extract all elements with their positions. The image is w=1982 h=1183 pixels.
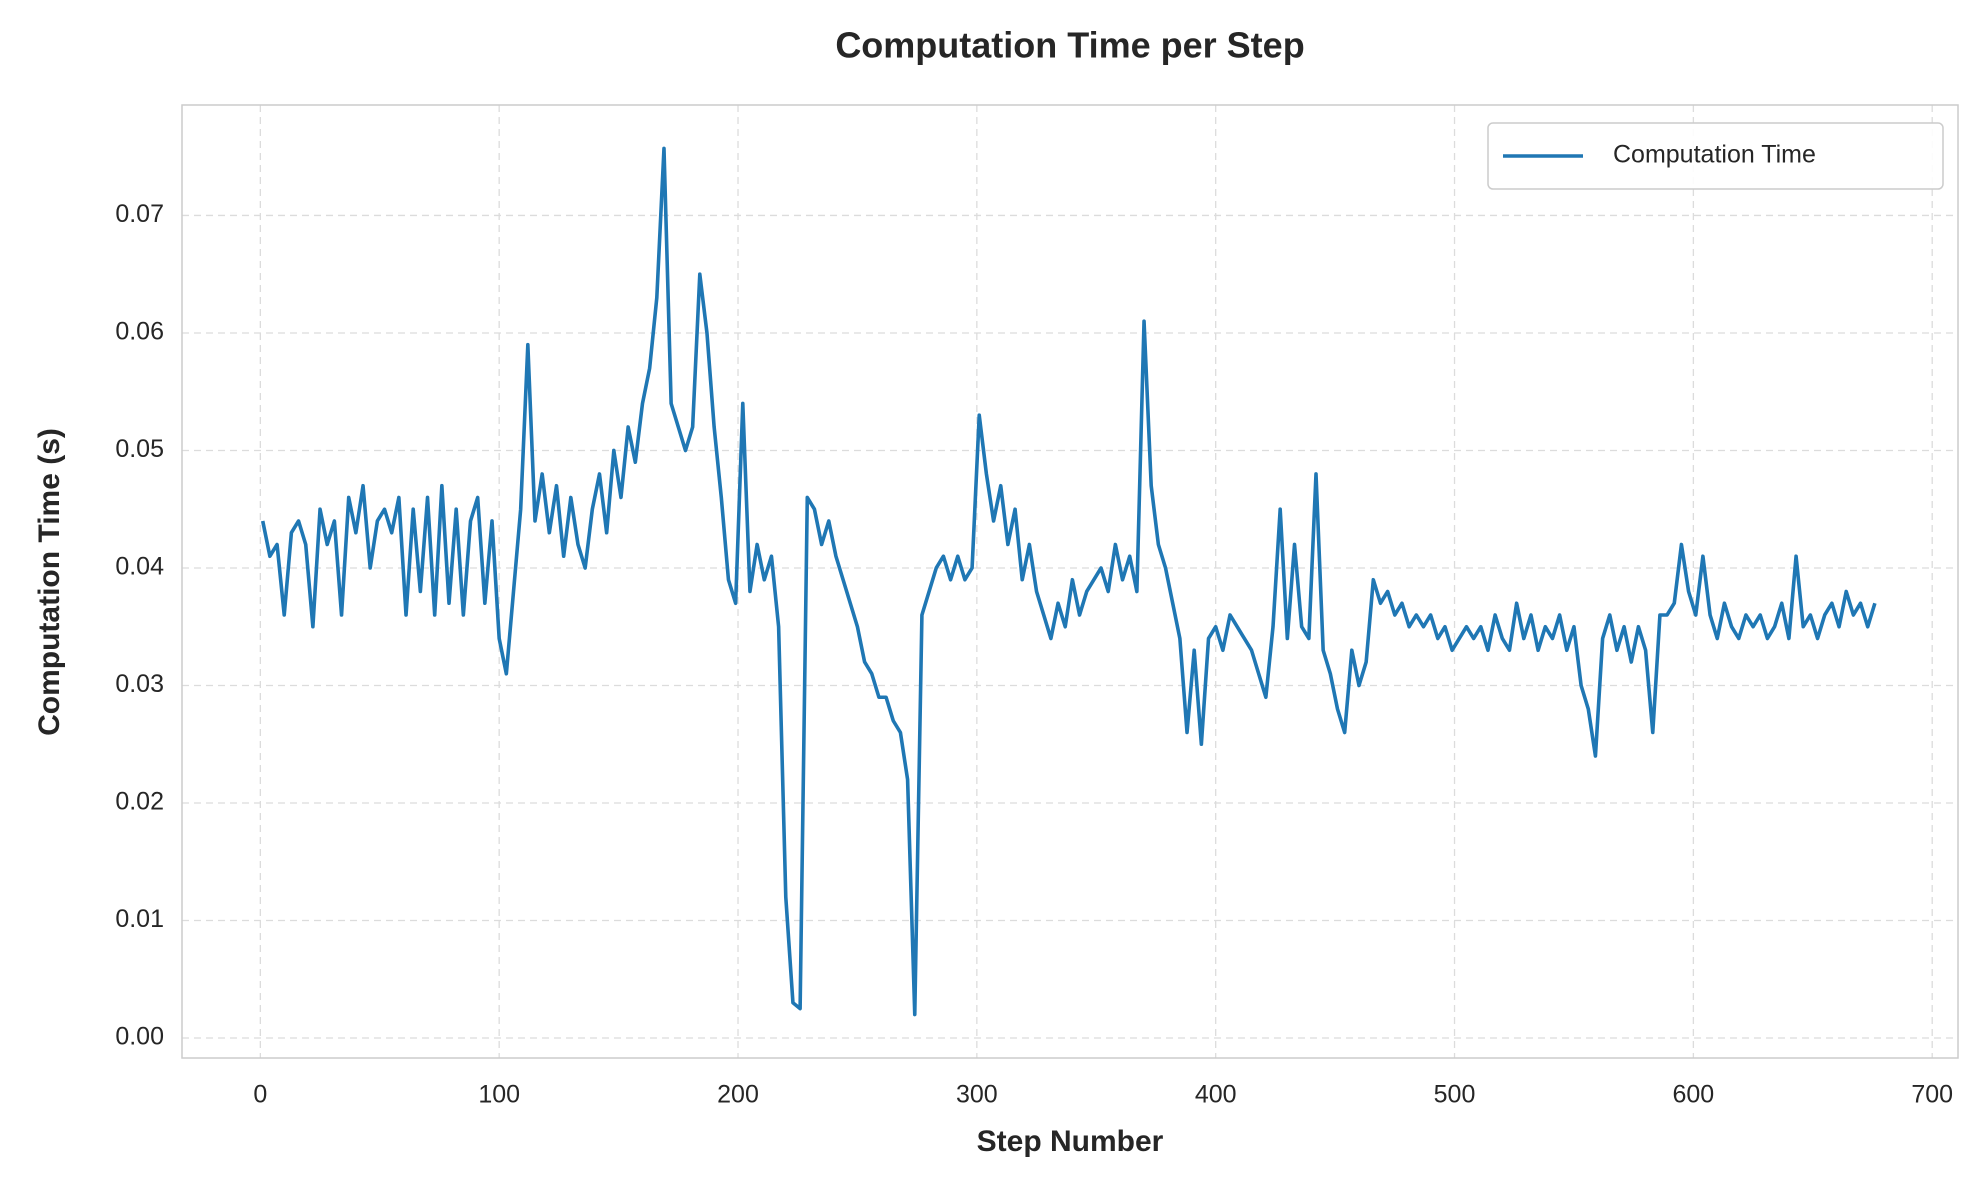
y-tick-label: 0.07 [115, 200, 164, 228]
x-tick-label: 400 [1195, 1081, 1237, 1109]
y-tick-label: 0.04 [115, 553, 164, 581]
legend-box [1487, 122, 1944, 190]
x-tick-label: 300 [956, 1081, 998, 1109]
y-tick-label: 0.05 [115, 435, 164, 463]
x-tick-label: 200 [717, 1081, 759, 1109]
x-tick-label: 0 [253, 1081, 267, 1109]
x-tick-label: 500 [1434, 1081, 1476, 1109]
x-axis-label: Step Number [977, 1125, 1164, 1158]
y-tick-label: 0.00 [115, 1023, 164, 1051]
y-axis-label: Computation Time (s) [33, 428, 66, 736]
x-tick-label: 700 [1911, 1081, 1953, 1109]
plot-frame [181, 104, 1959, 1059]
chart-title: Computation Time per Step [835, 25, 1304, 66]
x-tick-label: 600 [1673, 1081, 1715, 1109]
y-tick-label: 0.03 [115, 670, 164, 698]
y-tick-label: 0.02 [115, 788, 164, 816]
x-tick-label: 100 [478, 1081, 520, 1109]
data-line [260, 146, 1877, 1017]
y-tick-label: 0.01 [115, 905, 164, 933]
y-tick-label: 0.06 [115, 318, 164, 346]
legend-label: Computation Time [1613, 141, 1816, 169]
